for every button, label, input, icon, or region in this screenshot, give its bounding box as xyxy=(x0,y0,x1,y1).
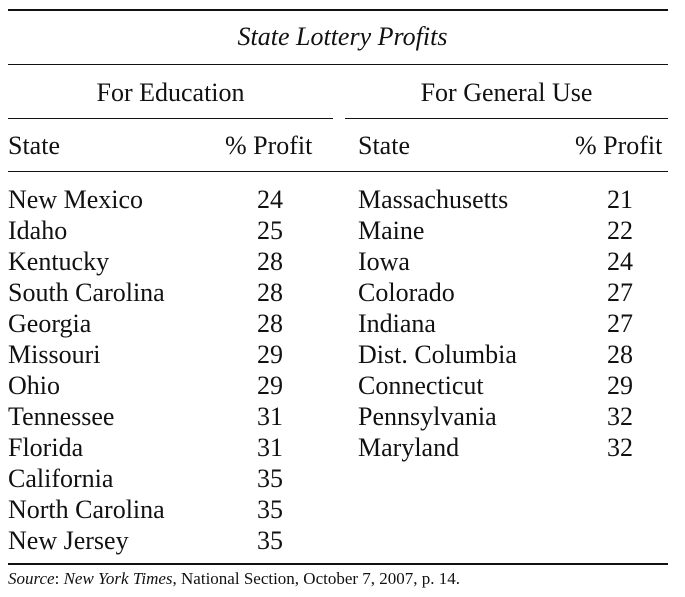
table-title: State Lottery Profits xyxy=(237,22,448,51)
row-profit: 32 xyxy=(607,433,633,462)
row-state: Georgia xyxy=(8,309,92,338)
group-rule-general-use xyxy=(345,118,668,119)
row-state: Massachusetts xyxy=(358,185,509,214)
row-state: Connecticut xyxy=(358,371,484,400)
row-profit: 21 xyxy=(607,185,633,214)
row-state: Tennessee xyxy=(8,402,115,431)
row-profit: 28 xyxy=(607,340,633,369)
bottom-rule xyxy=(8,563,668,565)
row-profit: 29 xyxy=(257,340,283,369)
row-state: Indiana xyxy=(358,309,436,338)
row-profit: 28 xyxy=(257,247,283,276)
title-rule xyxy=(8,64,668,65)
row-state: Iowa xyxy=(358,247,410,276)
row-profit: 24 xyxy=(607,247,633,276)
row-profit: 27 xyxy=(607,278,633,307)
row-profit: 25 xyxy=(257,216,283,245)
col-header-profit-education: % Profit xyxy=(225,131,313,160)
top-rule xyxy=(8,9,668,11)
row-profit: 29 xyxy=(607,371,633,400)
row-profit: 31 xyxy=(257,402,283,431)
row-state: Dist. Columbia xyxy=(358,340,517,369)
row-state: Colorado xyxy=(358,278,455,307)
row-profit: 31 xyxy=(257,433,283,462)
row-profit: 24 xyxy=(257,185,283,214)
row-state: New Mexico xyxy=(8,185,144,214)
group-label-general-use: For General Use xyxy=(420,78,593,107)
row-profit: 22 xyxy=(607,216,633,245)
row-profit: 32 xyxy=(607,402,633,431)
row-profit: 29 xyxy=(257,371,283,400)
source-publication: New York Times xyxy=(63,569,173,588)
header-rule xyxy=(8,171,668,172)
row-profit: 27 xyxy=(607,309,633,338)
source-label: Source xyxy=(8,569,55,588)
row-profit: 35 xyxy=(257,526,283,555)
row-state: Ohio xyxy=(8,371,60,400)
row-state: North Carolina xyxy=(8,495,165,524)
row-state: Idaho xyxy=(8,216,68,245)
col-header-state-general-use: State xyxy=(358,131,410,160)
group-rule-education xyxy=(8,118,333,119)
source-note: Source: New York Times, National Section… xyxy=(8,569,461,588)
col-header-state-education: State xyxy=(8,131,60,160)
row-state: Maine xyxy=(358,216,425,245)
source-detail: , National Section, October 7, 2007, p. … xyxy=(172,569,461,588)
row-profit: 35 xyxy=(257,495,283,524)
row-profit: 35 xyxy=(257,464,283,493)
row-state: Florida xyxy=(8,433,84,462)
row-state: New Jersey xyxy=(8,526,129,555)
row-profit: 28 xyxy=(257,309,283,338)
row-state: South Carolina xyxy=(8,278,165,307)
group-label-education: For Education xyxy=(96,78,245,107)
row-state: Kentucky xyxy=(8,247,110,276)
row-state: California xyxy=(8,464,114,493)
row-profit: 28 xyxy=(257,278,283,307)
row-state: Maryland xyxy=(358,433,460,462)
row-state: Missouri xyxy=(8,340,101,369)
col-header-profit-general-use: % Profit xyxy=(575,131,663,160)
row-state: Pennsylvania xyxy=(358,402,497,431)
